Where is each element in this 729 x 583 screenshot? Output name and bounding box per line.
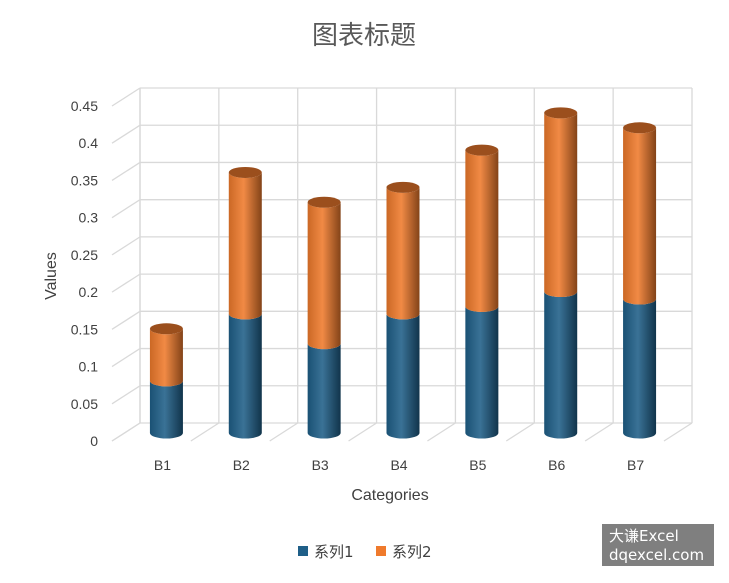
y-tick-label: 0.1 — [79, 359, 99, 375]
gridline-side — [111, 236, 141, 256]
gridline-side — [111, 124, 141, 144]
floor-line — [348, 422, 377, 442]
bar-B3-series2 — [307, 202, 341, 350]
bar-B6-series2 — [544, 112, 578, 298]
legend-label-series2: 系列2 — [392, 543, 432, 561]
y-tick-label: 0.35 — [71, 172, 98, 188]
gridline-side — [111, 199, 141, 219]
y-tick-label: 0 — [90, 433, 98, 449]
legend: 系列1 系列2 — [298, 543, 432, 561]
floor-line — [584, 422, 614, 442]
gridline-side — [111, 273, 141, 293]
bar-B6-series1 — [544, 291, 578, 439]
bar-B2-series2 — [228, 172, 262, 320]
bar-B2-series1 — [228, 313, 262, 439]
y-tick-label: 0.4 — [79, 135, 99, 151]
bar-top-B7 — [623, 122, 657, 134]
chart-title: 图表标题 — [312, 21, 416, 51]
legend-swatch-series1 — [298, 546, 308, 556]
y-tick-label: 0.15 — [71, 321, 98, 337]
x-tick-label: B4 — [390, 457, 407, 473]
gridline-side — [111, 161, 141, 181]
gridline-side — [111, 348, 141, 368]
bar-B7-series1 — [623, 299, 657, 439]
gridline-side — [111, 310, 141, 330]
y-axis-ticks: 0 0.05 0.1 0.15 0.2 0.25 0.3 0.35 0.4 0.45 — [71, 98, 98, 449]
bar-B4-series2 — [386, 187, 420, 320]
bar-top-B1 — [149, 323, 183, 335]
floor-line — [427, 422, 456, 442]
x-tick-label: B1 — [154, 457, 171, 473]
y-tick-label: 0.3 — [79, 210, 99, 226]
watermark: 大谦Excel dqexcel.com — [602, 524, 714, 566]
legend-label-series1: 系列1 — [314, 543, 354, 561]
x-axis-ticks: B1 B2 B3 B4 B5 B6 B7 — [154, 457, 644, 473]
floor-line — [663, 422, 693, 442]
legend-swatch-series2 — [376, 546, 386, 556]
x-tick-label: B7 — [627, 457, 644, 473]
watermark-box — [602, 524, 714, 566]
x-tick-label: B3 — [312, 457, 329, 473]
x-tick-label: B5 — [469, 457, 486, 473]
y-tick-label: 0.25 — [71, 247, 98, 263]
watermark-line2: dqexcel.com — [609, 546, 704, 564]
bar-B1-series2 — [149, 328, 183, 387]
y-tick-label: 0.45 — [71, 98, 98, 114]
x-tick-label: B6 — [548, 457, 565, 473]
watermark-line1: 大谦Excel — [609, 527, 679, 545]
floor-line — [269, 422, 299, 442]
bar-B5-series2 — [465, 150, 499, 312]
y-tick-label: 0.05 — [71, 396, 98, 412]
gridline-side — [111, 87, 141, 107]
gridline-side — [111, 385, 141, 405]
floor-line — [111, 422, 141, 442]
plot-area — [149, 107, 657, 439]
x-axis-title: Categories — [351, 487, 428, 504]
bar-top-B4 — [386, 181, 420, 193]
bar-B3-series1 — [307, 343, 341, 439]
bar-B7-series2 — [623, 127, 657, 305]
bar-top-B2 — [228, 166, 262, 178]
bar-top-B5 — [465, 144, 499, 156]
y-axis-title: Values — [43, 252, 60, 300]
x-tick-label: B2 — [233, 457, 250, 473]
floor-line — [505, 422, 535, 442]
bar-top-B6 — [544, 107, 578, 119]
bar-top-B3 — [307, 196, 341, 208]
bar-B5-series1 — [465, 306, 499, 439]
bar-B1-series1 — [149, 380, 183, 439]
bar-B4-series1 — [386, 313, 420, 439]
y-tick-label: 0.2 — [79, 284, 99, 300]
floor-line — [190, 422, 220, 442]
